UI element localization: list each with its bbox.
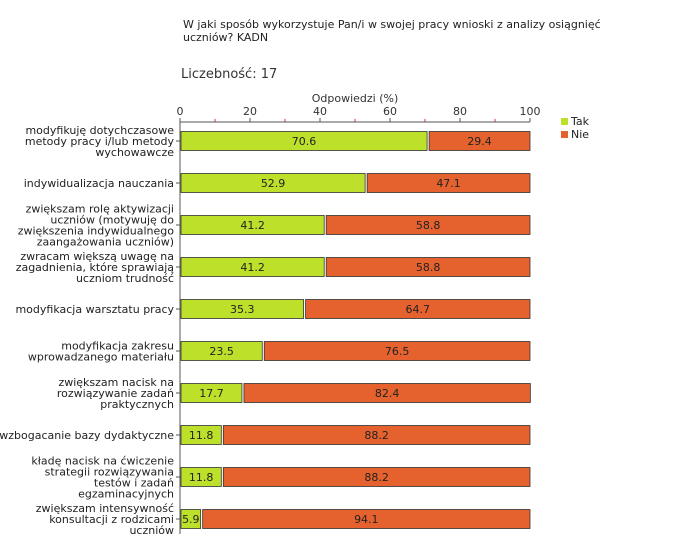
category-label-line: zwiększam intensywność bbox=[36, 502, 174, 515]
category-label-line: konsultacji z rodzicami bbox=[49, 513, 174, 526]
data-label: 17.7 bbox=[199, 387, 224, 400]
category-label-line: uczniom trudność bbox=[76, 272, 174, 285]
category-label-line: metody pracy i/lub metody bbox=[25, 135, 175, 148]
data-label: 52.9 bbox=[261, 177, 286, 190]
bar-nie bbox=[263, 341, 531, 361]
category-label-line: modyfikacja warsztatu pracy bbox=[15, 303, 174, 316]
category-label-line: strategii rozwiązywania bbox=[45, 466, 174, 479]
data-label: 58.8 bbox=[416, 219, 441, 232]
legend-label-tak: Tak bbox=[570, 115, 590, 128]
category-label-line: testów i zadań bbox=[94, 477, 174, 490]
category-label-line: zwiększenia indywidualnego bbox=[18, 225, 175, 238]
category-label-line: modyfikuję dotychczasowe bbox=[25, 124, 174, 137]
bar-nie bbox=[222, 425, 531, 445]
category-label: indywidualizacja nauczania bbox=[24, 177, 174, 190]
data-label: 47.1 bbox=[436, 177, 461, 190]
bar-nie bbox=[325, 215, 531, 235]
category-label-line: praktycznych bbox=[100, 398, 174, 411]
data-label: 82.4 bbox=[375, 387, 400, 400]
data-label: 70.6 bbox=[292, 135, 317, 148]
category-label-line: rozwiązywanie zadań bbox=[57, 387, 174, 400]
respondent-count: Liczebność: 17 bbox=[181, 67, 278, 82]
data-label: 76.5 bbox=[385, 345, 410, 358]
bar-tak bbox=[180, 173, 366, 193]
bar-nie bbox=[305, 299, 531, 319]
legend-swatch-nie bbox=[561, 131, 568, 138]
data-label: 5.9 bbox=[182, 513, 200, 526]
bar-tak bbox=[180, 131, 428, 151]
data-label: 11.8 bbox=[189, 429, 214, 442]
category-label-line: zwiększam nacisk na bbox=[58, 376, 174, 389]
x-tick-label: 60 bbox=[383, 105, 397, 118]
bar-nie bbox=[325, 257, 531, 277]
category-label: wzbogacanie bazy dydaktyczne bbox=[0, 429, 174, 442]
x-tick-label: 20 bbox=[243, 105, 257, 118]
category-label-line: indywidualizacja nauczania bbox=[24, 177, 174, 190]
data-label: 94.1 bbox=[354, 513, 379, 526]
bar-tak bbox=[180, 509, 202, 529]
category-label-line: wzbogacanie bazy dydaktyczne bbox=[0, 429, 174, 442]
category-label-line: wprowadzanego materiału bbox=[28, 351, 174, 364]
x-tick-label: 0 bbox=[177, 105, 184, 118]
category-label-line: zaangażowania uczniów) bbox=[37, 236, 174, 249]
data-label: 35.3 bbox=[230, 303, 255, 316]
legend-label-nie: Nie bbox=[571, 128, 589, 141]
data-label: 58.8 bbox=[416, 261, 441, 274]
x-tick-label: 40 bbox=[313, 105, 327, 118]
x-tick-label: 80 bbox=[453, 105, 467, 118]
x-axis-label: Odpowiedzi (%) bbox=[312, 92, 399, 105]
bar-nie bbox=[366, 173, 531, 193]
bar-tak bbox=[180, 467, 222, 487]
bar-tak bbox=[180, 299, 304, 319]
data-label: 29.4 bbox=[467, 135, 492, 148]
bar-nie bbox=[202, 509, 531, 529]
bar-nie bbox=[243, 383, 531, 403]
category-label: zwiększam intensywność konsultacji z rodz… bbox=[36, 502, 174, 537]
category-label: modyfikuję dotychczasowe metody pracy i/l… bbox=[25, 124, 175, 159]
category-label-line: zwracam większą uwagę na bbox=[20, 250, 174, 263]
category-label-line: kładę nacisk na ćwiczenie bbox=[31, 455, 174, 468]
bar-nie bbox=[222, 467, 531, 487]
category-label-line: modyfikacja zakresu bbox=[61, 340, 174, 353]
data-label: 64.7 bbox=[406, 303, 431, 316]
bar-tak bbox=[180, 425, 222, 445]
data-label: 41.2 bbox=[240, 219, 265, 232]
bar-tak bbox=[180, 257, 325, 277]
bar-tak bbox=[180, 341, 263, 361]
data-label: 88.2 bbox=[364, 429, 389, 442]
chart-title: W jaki sposób wykorzystuje Pan/i w swoje… bbox=[183, 18, 601, 44]
data-label: 41.2 bbox=[240, 261, 265, 274]
category-label-line: wychowawcze bbox=[95, 146, 174, 159]
bar-tak bbox=[180, 215, 325, 235]
category-label: modyfikacja zakresu wprowadzanego materia… bbox=[28, 340, 174, 364]
data-label: 88.2 bbox=[364, 471, 389, 484]
category-label-line: uczniów (motywuję do bbox=[50, 214, 174, 227]
category-label: kładę nacisk na ćwiczenie strategii rozwi… bbox=[31, 455, 174, 501]
category-label: zwracam większą uwagę na zagadnienia, któ… bbox=[16, 250, 175, 285]
legend-swatch-tak bbox=[561, 118, 568, 125]
data-label: 11.8 bbox=[189, 471, 214, 484]
category-label: modyfikacja warsztatu pracy bbox=[15, 303, 174, 316]
category-label: zwiększam rolę aktywizacji uczniów (motyw… bbox=[18, 203, 175, 249]
category-label: zwiększam nacisk na rozwiązywanie zadań pr… bbox=[57, 376, 174, 411]
category-label-line: zagadnienia, które sprawiają bbox=[16, 261, 175, 274]
category-label-line: uczniów bbox=[129, 524, 174, 537]
bar-tak bbox=[180, 383, 243, 403]
data-label: 23.5 bbox=[209, 345, 234, 358]
category-label-line: egzaminacyjnych bbox=[78, 488, 174, 501]
category-label-line: zwiększam rolę aktywizacji bbox=[26, 203, 174, 216]
x-tick-label: 100 bbox=[520, 105, 541, 118]
bar-nie bbox=[428, 131, 531, 151]
